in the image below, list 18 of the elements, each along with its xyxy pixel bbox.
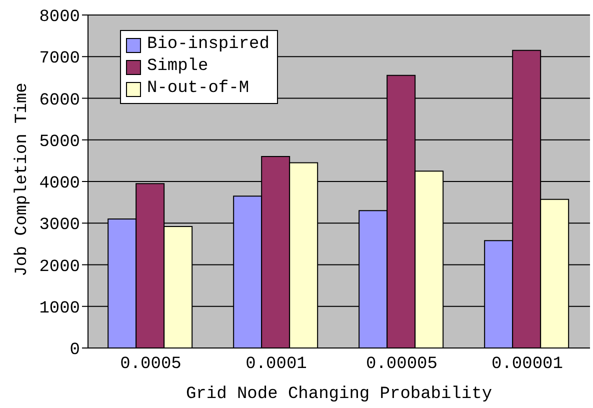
legend-label: Simple bbox=[147, 56, 208, 78]
legend-label: N-out-of-M bbox=[147, 78, 250, 100]
y-tick-label: 8000 bbox=[39, 8, 80, 28]
y-axis-title: Job Completion Time bbox=[13, 82, 32, 276]
x-tick-label: 0.0001 bbox=[246, 355, 307, 374]
x-tick-label: 0.00001 bbox=[492, 355, 563, 374]
y-tick-label: 1000 bbox=[39, 299, 80, 318]
y-tick-label: 5000 bbox=[39, 132, 80, 152]
y-tick-label: 6000 bbox=[39, 91, 80, 110]
y-tick-label: 0 bbox=[70, 341, 80, 360]
x-axis-title: Grid Node Changing Probability bbox=[186, 385, 492, 404]
y-tick-label: 4000 bbox=[39, 174, 80, 194]
y-tick-label: 2000 bbox=[39, 258, 80, 277]
y-tick-label: 3000 bbox=[39, 216, 80, 236]
legend-label: Bio-inspired bbox=[147, 34, 270, 56]
y-tick-label: 7000 bbox=[39, 50, 80, 69]
x-tick-label: 0.0005 bbox=[120, 355, 182, 374]
x-tick-label: 0.00005 bbox=[366, 355, 438, 374]
